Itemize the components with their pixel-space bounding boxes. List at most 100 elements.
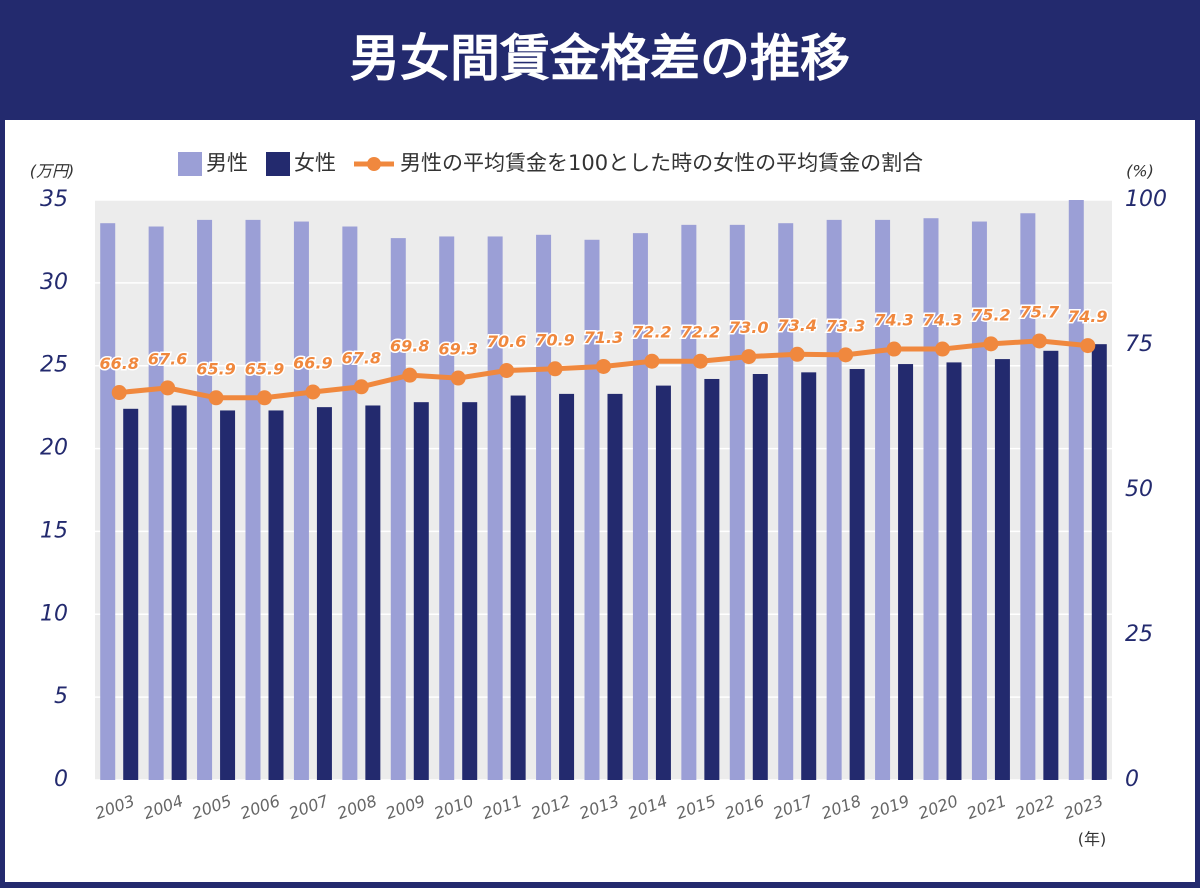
bar <box>559 393 575 780</box>
bar <box>729 224 745 780</box>
data-label: 74.9 <box>1068 307 1107 326</box>
bar <box>1068 200 1084 780</box>
line-point <box>547 361 563 377</box>
bar <box>100 223 116 780</box>
bar <box>875 219 891 780</box>
line-point <box>111 385 127 401</box>
y2-tick-label: 25 <box>1125 622 1153 647</box>
bar <box>148 226 164 780</box>
bar <box>946 362 962 780</box>
y-axis-label: (万円) <box>30 162 75 181</box>
bar <box>390 238 406 781</box>
data-label: 72.2 <box>681 323 720 342</box>
y2-axis-label: (%) <box>1126 162 1154 181</box>
bar <box>752 374 768 780</box>
y2-tick-label: 100 <box>1125 187 1167 212</box>
y-tick-label: 15 <box>40 518 68 543</box>
line-point <box>208 390 224 406</box>
line-point <box>789 346 805 362</box>
bar <box>994 359 1010 780</box>
bar <box>487 236 503 780</box>
line-point <box>305 384 321 400</box>
line-point <box>353 379 369 395</box>
data-label: 75.7 <box>1020 302 1060 321</box>
data-label: 71.3 <box>584 328 623 347</box>
y-tick-label: 30 <box>40 270 68 295</box>
bar <box>1020 213 1036 780</box>
bar <box>439 236 455 780</box>
bar <box>245 219 261 780</box>
line-point <box>741 349 757 365</box>
data-label: 66.8 <box>99 354 138 373</box>
bar <box>365 405 381 780</box>
data-label: 69.8 <box>390 337 429 356</box>
y-tick-label: 20 <box>40 436 68 461</box>
line-point <box>692 353 708 369</box>
bar <box>342 226 358 780</box>
data-label: 65.9 <box>245 359 284 378</box>
data-label: 69.3 <box>438 340 477 359</box>
y2-tick-label: 0 <box>1125 767 1139 792</box>
bar <box>1091 344 1107 780</box>
line-point <box>983 336 999 352</box>
bar <box>510 395 526 780</box>
bar <box>971 221 987 781</box>
legend-label: 男性 <box>206 151 248 175</box>
line-point <box>596 358 611 374</box>
line-point <box>450 370 466 386</box>
bar <box>171 405 187 780</box>
line-point <box>257 390 272 406</box>
data-label: 74.3 <box>923 311 962 330</box>
y-tick-label: 35 <box>40 187 68 212</box>
bar <box>801 372 817 780</box>
bar <box>197 219 213 780</box>
bar <box>123 408 139 780</box>
y-tick-label: 5 <box>54 684 68 709</box>
bar <box>316 407 332 780</box>
bar <box>826 219 842 780</box>
data-label: 65.9 <box>196 359 235 378</box>
bar <box>898 364 914 780</box>
line-point <box>402 367 418 383</box>
bar <box>584 239 600 780</box>
data-label: 74.3 <box>874 311 913 330</box>
bar <box>704 378 720 780</box>
y2-tick-label: 75 <box>1125 332 1153 357</box>
data-label: 72.2 <box>632 323 671 342</box>
legend-label: 男性の平均賃金を100とした時の女性の平均賃金の割合 <box>400 151 923 175</box>
data-label: 67.8 <box>342 348 381 367</box>
y-tick-label: 10 <box>40 601 68 626</box>
legend-swatch <box>266 152 290 176</box>
y-tick-label: 25 <box>40 353 68 378</box>
line-point <box>644 353 660 369</box>
line-point <box>935 341 950 357</box>
line-point <box>886 341 902 357</box>
data-label: 67.6 <box>148 349 187 368</box>
bar <box>778 223 794 780</box>
line-point <box>160 380 176 396</box>
data-label: 73.4 <box>777 316 816 335</box>
data-label: 70.6 <box>487 332 526 351</box>
legend-label: 女性 <box>294 151 336 175</box>
bar <box>607 393 623 780</box>
y2-tick-label: 50 <box>1125 477 1153 502</box>
data-label: 73.0 <box>729 318 768 337</box>
bar <box>536 234 552 781</box>
bar <box>681 224 697 780</box>
chart-title: 男女間賃金格差の推移 <box>350 30 850 88</box>
legend-swatch <box>178 152 202 176</box>
bar <box>849 369 865 780</box>
bar <box>268 410 284 780</box>
bar <box>1043 350 1059 780</box>
line-point <box>1031 333 1047 349</box>
bar <box>413 402 429 780</box>
data-label: 70.9 <box>535 330 574 349</box>
y-tick-label: 0 <box>54 767 68 792</box>
line-point <box>499 363 515 379</box>
data-label: 66.9 <box>293 353 332 372</box>
line-point <box>1080 338 1096 354</box>
bar <box>632 233 648 781</box>
data-label: 75.2 <box>971 305 1010 324</box>
bar <box>220 410 236 780</box>
